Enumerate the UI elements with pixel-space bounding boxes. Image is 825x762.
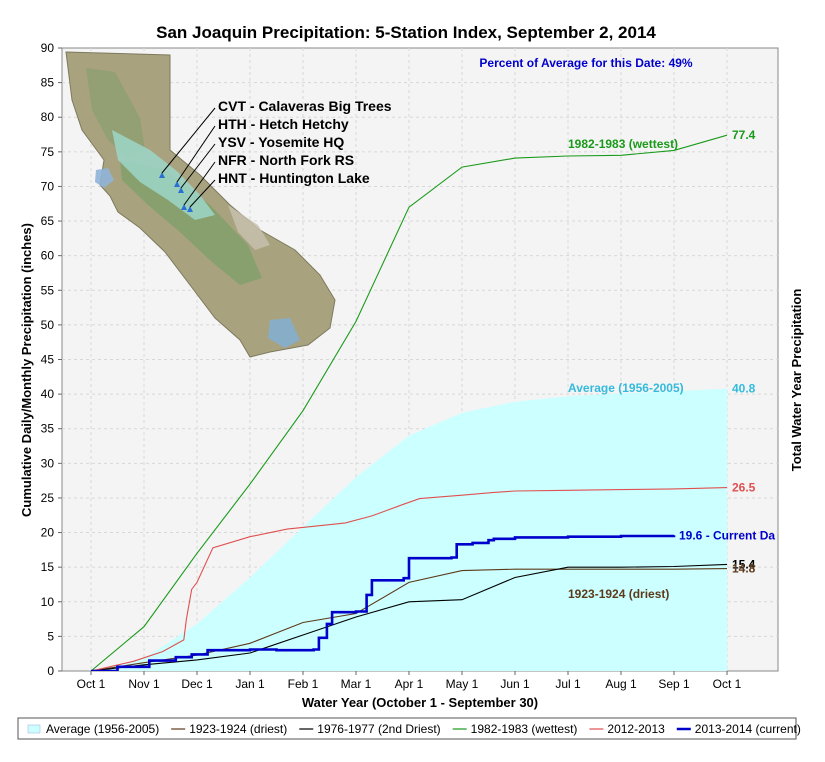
sierra-shape [228, 205, 270, 250]
end-label: 14.8 [732, 562, 756, 576]
end-label: 15.4 [732, 557, 756, 571]
y-axis-label: Cumulative Daily/Monthly Precipitation (… [19, 223, 34, 517]
y2-axis-label: Total Water Year Precipitation [789, 289, 804, 472]
legend-label: 1982-1983 (wettest) [471, 722, 578, 736]
legend-swatch [27, 724, 41, 734]
end-label: 40.8 [732, 382, 756, 396]
y-tick-label: 90 [41, 41, 55, 55]
station-marker [181, 204, 187, 210]
x-tick-label: Sep 1 [658, 677, 690, 691]
x-tick-label: Mar 1 [341, 677, 372, 691]
north-valley-shape [86, 68, 145, 158]
station-leader [183, 161, 216, 206]
y-tick-label: 40 [41, 387, 55, 401]
x-tick-label: Aug 1 [605, 677, 637, 691]
station-markers [159, 107, 216, 212]
legend-label: 2013-2014 (current) [695, 722, 801, 736]
y-tick-label: 0 [47, 664, 54, 678]
california-map-image [65, 51, 336, 358]
y-tick-label: 10 [41, 595, 55, 609]
station-leader [161, 107, 216, 174]
series-line-2 [90, 563, 728, 671]
x-axis-ticks: Oct 1 Nov 1 Dec 1 Jan 1 Feb 1 Mar 1 Apr 1 May 1… [77, 671, 742, 691]
legend-box [17, 717, 797, 740]
y-tick-label: 45 [41, 353, 55, 367]
station-label-cvt: CVT - Calaveras Big Trees [218, 98, 392, 114]
x-tick-label: Jan 1 [235, 677, 265, 691]
station-label-hnt: HNT - Huntington Lake [218, 170, 370, 186]
station-marker [178, 187, 184, 193]
legend: Average (1956-2005) 1923-1924 (driest) 197… [27, 722, 801, 736]
y-tick-label: 5 [47, 629, 54, 643]
station-marker [187, 206, 193, 212]
station-leader [189, 179, 216, 208]
y-tick-label: 25 [41, 491, 55, 505]
percent-of-average-note: Percent of Average for this Date: 49% [479, 56, 693, 70]
salton-shape [268, 318, 300, 348]
x-tick-label: Feb 1 [288, 677, 319, 691]
station-leader [180, 143, 216, 189]
station-marker [174, 181, 180, 187]
station-label-ysv: YSV - Yosemite HQ [218, 134, 344, 150]
series-line-3 [90, 134, 728, 671]
series-line-4 [90, 487, 728, 671]
legend-label: Average (1956-2005) [46, 722, 159, 736]
y-tick-label: 30 [41, 456, 55, 470]
end-label: 26.5 [732, 481, 756, 495]
y-tick-label: 15 [41, 560, 55, 574]
line-layer [90, 134, 728, 671]
annotation-wettest: 1982-1983 (wettest) [568, 137, 678, 151]
station-label-hth: HTH - Hetch Hetchy [218, 116, 349, 132]
x-tick-label: Dec 1 [181, 677, 213, 691]
end-label: 77.4 [732, 128, 756, 142]
y-tick-label: 80 [41, 110, 55, 124]
chart-title: San Joaquin Precipitation: 5-Station Ind… [156, 23, 656, 42]
y-tick-label: 85 [41, 76, 55, 90]
x-axis-label: Water Year (October 1 - September 30) [302, 695, 538, 710]
annotation-average: Average (1956-2005) [568, 381, 684, 395]
x-tick-label: May 1 [446, 677, 479, 691]
x-tick-label: Nov 1 [128, 677, 160, 691]
x-tick-label: Oct 1 [713, 677, 742, 691]
x-tick-label: Apr 1 [395, 677, 424, 691]
station-leader [176, 125, 216, 183]
y-tick-label: 50 [41, 318, 55, 332]
area-layer [91, 388, 727, 671]
y-tick-label: 65 [41, 214, 55, 228]
legend-label: 1923-1924 (driest) [189, 722, 287, 736]
y-axis-ticks: 0 5 10 15 20 25 30 35 40 45 50 55 60 65 70 75 80 85 90 [41, 41, 62, 678]
end-labels: 77.4 40.8 26.5 19.6 - Current Da 15.414.8 [679, 128, 775, 575]
x-tick-label: Jun 1 [500, 677, 530, 691]
y-tick-label: 75 [41, 145, 55, 159]
x-tick-label: Jul 1 [555, 677, 581, 691]
station-marker [159, 172, 165, 178]
legend-label: 1976-1977 (2nd Driest) [317, 722, 440, 736]
station-label-nfr: NFR - North Fork RS [218, 152, 354, 168]
series-area-average [91, 388, 727, 671]
x-tick-label: Oct 1 [77, 677, 106, 691]
end-label: 19.6 - Current Da [679, 528, 775, 542]
y-tick-label: 55 [41, 283, 55, 297]
station-labels: CVT - Calaveras Big Trees HTH - Hetch He… [218, 98, 392, 186]
legend-label: 2012-2013 [607, 722, 665, 736]
annotation-driest: 1923-1924 (driest) [568, 587, 669, 601]
series-line-5 [91, 534, 676, 671]
bay-shape [95, 168, 114, 188]
y-tick-label: 20 [41, 526, 55, 540]
y-tick-label: 35 [41, 422, 55, 436]
y-tick-label: 60 [41, 249, 55, 263]
y-tick-label: 70 [41, 179, 55, 193]
